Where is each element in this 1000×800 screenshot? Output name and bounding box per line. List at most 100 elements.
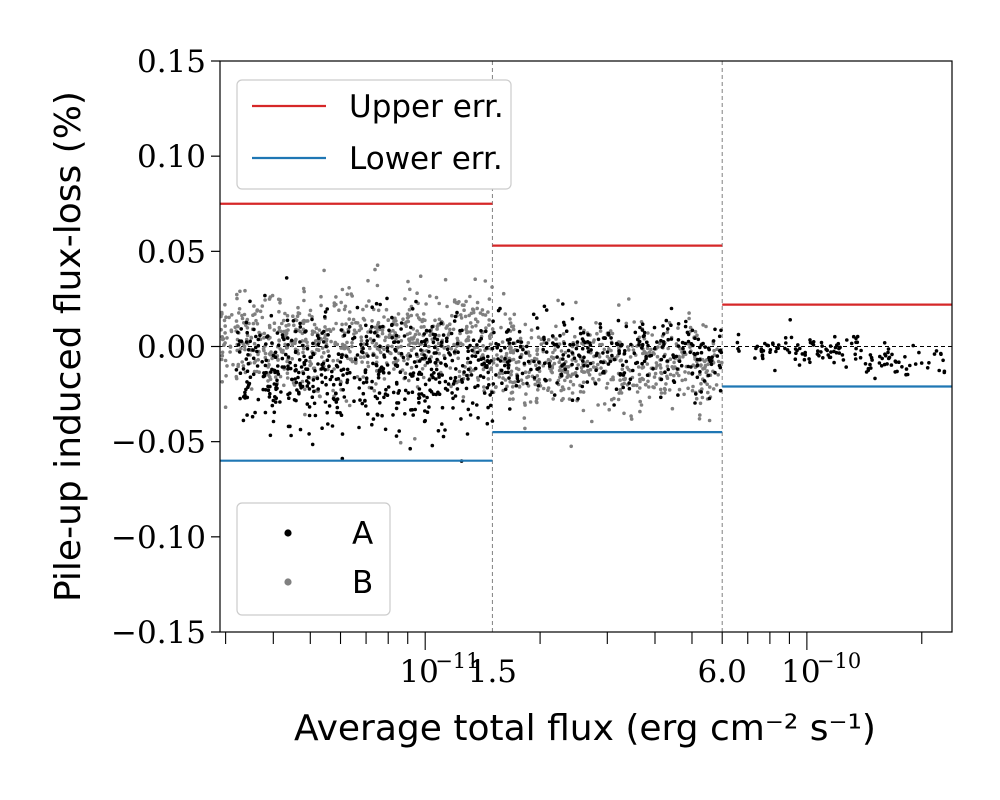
- point-A: [253, 410, 257, 415]
- point-A: [306, 375, 311, 380]
- point-A: [444, 336, 449, 341]
- point-B: [252, 360, 257, 365]
- point-A: [237, 350, 242, 354]
- point-B: [573, 371, 578, 375]
- point-B: [698, 401, 703, 406]
- legend-series: [236, 502, 391, 616]
- point-A: [341, 388, 346, 392]
- point-B: [464, 299, 468, 304]
- point-B: [575, 343, 579, 347]
- point-A: [606, 362, 611, 366]
- point-A: [425, 395, 429, 400]
- point-A: [515, 348, 520, 353]
- point-A: [879, 364, 884, 368]
- point-A: [361, 350, 365, 355]
- point-A: [279, 390, 283, 394]
- point-A: [379, 365, 384, 370]
- point-A: [640, 328, 645, 332]
- point-A: [369, 386, 374, 390]
- point-B: [307, 313, 312, 317]
- point-B: [649, 347, 653, 352]
- point-B: [376, 320, 381, 325]
- point-B: [409, 348, 414, 353]
- point-B: [428, 333, 432, 338]
- point-A: [419, 392, 424, 396]
- point-B: [516, 360, 521, 364]
- point-B: [291, 314, 295, 319]
- point-B: [331, 358, 336, 363]
- point-A: [417, 372, 421, 376]
- point-B: [266, 365, 270, 369]
- point-B: [361, 375, 366, 379]
- point-A: [396, 401, 401, 405]
- point-A: [417, 400, 421, 405]
- point-B: [686, 371, 691, 375]
- point-B: [449, 346, 454, 351]
- point-A: [270, 341, 274, 345]
- point-A: [293, 349, 298, 354]
- point-B: [706, 390, 710, 395]
- point-A: [305, 346, 310, 351]
- point-A: [423, 382, 428, 387]
- point-B: [437, 333, 441, 338]
- point-A: [706, 373, 711, 378]
- point-A: [331, 382, 336, 387]
- point-B: [631, 348, 636, 352]
- point-B: [708, 385, 712, 389]
- point-B: [340, 287, 345, 292]
- point-A: [305, 367, 310, 372]
- point-A: [601, 351, 605, 355]
- point-B: [333, 342, 337, 347]
- point-B: [263, 351, 268, 356]
- point-A: [486, 370, 491, 375]
- point-A: [311, 378, 316, 382]
- point-B: [473, 277, 478, 282]
- point-B: [227, 315, 231, 320]
- point-A: [340, 456, 345, 461]
- point-B: [527, 370, 531, 375]
- point-A: [303, 330, 307, 334]
- point-A: [330, 424, 335, 428]
- point-A: [434, 377, 438, 381]
- point-A: [669, 323, 673, 328]
- point-A: [396, 340, 401, 344]
- point-A: [869, 355, 874, 360]
- point-A: [419, 348, 423, 352]
- point-A: [429, 389, 434, 394]
- point-A: [894, 360, 898, 364]
- point-A: [492, 330, 496, 335]
- point-A: [447, 351, 451, 355]
- point-A: [934, 349, 939, 353]
- point-A: [443, 428, 447, 432]
- point-A: [382, 353, 386, 357]
- point-A: [800, 352, 805, 356]
- point-A: [598, 322, 602, 326]
- point-A: [437, 375, 441, 379]
- point-A: [641, 334, 646, 339]
- point-A: [680, 340, 685, 345]
- point-B: [437, 317, 442, 322]
- point-B: [322, 350, 326, 355]
- point-B: [688, 345, 692, 349]
- point-A: [272, 368, 277, 373]
- point-B: [675, 371, 679, 375]
- point-B: [392, 319, 396, 324]
- point-B: [351, 317, 356, 322]
- point-A: [660, 345, 664, 349]
- point-B: [308, 363, 312, 368]
- point-A: [580, 346, 585, 351]
- point-A: [466, 345, 470, 350]
- point-A: [775, 346, 779, 351]
- point-B: [488, 342, 493, 347]
- point-B: [301, 327, 306, 332]
- point-B: [300, 379, 305, 384]
- point-B: [347, 286, 351, 290]
- point-B: [301, 350, 305, 355]
- point-B: [294, 337, 298, 342]
- point-A: [250, 414, 255, 419]
- point-B: [602, 402, 607, 406]
- point-B: [293, 341, 297, 346]
- point-B: [413, 437, 417, 441]
- point-B: [474, 323, 478, 328]
- point-A: [286, 364, 290, 369]
